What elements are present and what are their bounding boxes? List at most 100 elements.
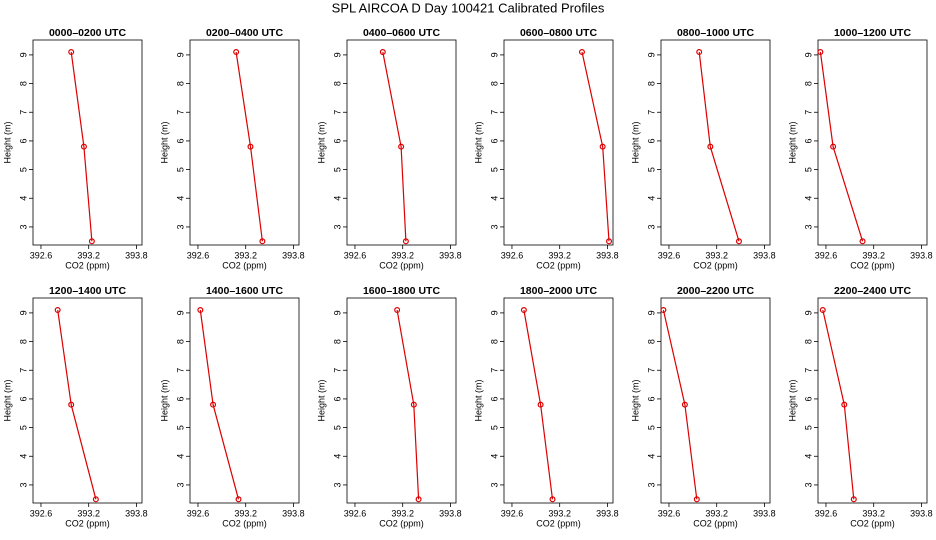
x-tick-label: 393.2 [391,250,414,260]
y-tick-label: 5 [803,425,813,430]
panel-title: 2200–2400 UTC [834,285,911,297]
panel-title: 0600–0800 UTC [520,27,597,39]
y-tick-label: 7 [646,110,656,115]
x-axis-label: CO2 (ppm) [222,260,267,270]
y-tick-label: 4 [803,196,813,201]
y-tick-label: 4 [18,196,28,201]
panel-title: 2000–2200 UTC [677,285,754,297]
x-tick-label: 393.2 [705,508,728,518]
y-tick-label: 3 [803,224,813,229]
y-tick-label: 3 [18,224,28,229]
y-axis-label: Height (m) [473,121,483,163]
profile-line [70,51,93,242]
data-point [660,307,667,314]
x-tick-label: 393.8 [125,250,148,260]
x-tick-label: 393.2 [705,250,728,260]
y-axis-label: Height (m) [316,121,326,163]
y-tick-label: 4 [489,454,499,459]
data-point [859,238,866,245]
data-point [394,307,401,314]
x-axis-label: CO2 (ppm) [693,260,738,270]
y-tick-label: 4 [18,454,28,459]
y-tick-label: 4 [332,454,342,459]
y-tick-label: 3 [332,482,342,487]
panel-title: 0200–0400 UTC [206,27,283,39]
data-point [606,238,613,245]
x-axis-label: CO2 (ppm) [850,260,895,270]
x-tick-label: 392.6 [815,250,838,260]
y-tick-label: 3 [489,224,499,229]
x-tick-label: 393.2 [77,250,100,260]
y-tick-label: 4 [175,454,185,459]
x-axis-label: CO2 (ppm) [379,260,424,270]
x-tick-label: 392.6 [30,250,53,260]
x-axis-label: CO2 (ppm) [222,518,267,528]
x-tick-label: 393.8 [596,250,619,260]
y-tick-label: 6 [175,396,185,401]
data-point [819,307,826,314]
y-axis-label: Height (m) [787,379,797,421]
x-tick-label: 392.6 [658,250,681,260]
data-point [841,401,848,408]
y-axis-label: Height (m) [2,121,12,163]
y-tick-label: 7 [489,368,499,373]
x-tick-label: 393.2 [391,508,414,518]
x-tick-label: 392.6 [344,508,367,518]
y-tick-label: 5 [489,425,499,430]
y-tick-label: 9 [646,52,656,57]
data-point [402,238,409,245]
x-axis-label: CO2 (ppm) [379,518,424,528]
profile-line [819,51,864,242]
panel-title: 1000–1200 UTC [834,27,911,39]
y-tick-label: 3 [646,224,656,229]
profile-line [662,309,698,500]
data-point [235,496,242,503]
data-point [549,496,556,503]
panel-title: 1400–1600 UTC [206,285,283,297]
data-point [693,496,700,503]
y-tick-label: 5 [332,425,342,430]
data-point [68,49,75,56]
y-tick-label: 3 [175,482,185,487]
data-point [398,143,405,150]
panel-title: 1200–1400 UTC [49,285,126,297]
plot-frame [189,39,300,246]
panel-title: 1800–2000 UTC [520,285,597,297]
y-tick-label: 3 [489,482,499,487]
y-tick-label: 8 [18,81,28,86]
profile-line [822,309,855,500]
data-point [696,49,703,56]
y-tick-label: 4 [646,454,656,459]
data-point [681,401,688,408]
data-point [850,496,857,503]
data-point [233,49,240,56]
x-tick-label: 392.6 [187,508,210,518]
x-axis-label: CO2 (ppm) [850,518,895,528]
plot-frame [346,39,457,246]
y-tick-label: 8 [646,81,656,86]
data-point [410,401,417,408]
x-tick-label: 392.6 [30,508,53,518]
data-point [379,49,386,56]
data-point [92,496,99,503]
y-axis-label: Height (m) [630,121,640,163]
data-point [537,401,544,408]
y-tick-label: 4 [646,196,656,201]
y-tick-label: 8 [803,81,813,86]
x-tick-label: 393.2 [77,508,100,518]
data-point [54,307,61,314]
y-tick-label: 8 [803,339,813,344]
y-axis-label: Height (m) [630,379,640,421]
y-tick-label: 6 [332,396,342,401]
y-tick-label: 9 [18,52,28,57]
y-tick-label: 8 [489,339,499,344]
data-point [68,401,75,408]
plot-frame [503,39,614,246]
y-tick-label: 5 [489,167,499,172]
x-axis-label: CO2 (ppm) [65,260,110,270]
x-tick-label: 393.2 [548,508,571,518]
x-tick-label: 393.2 [862,250,885,260]
y-axis-label: Height (m) [159,379,169,421]
x-tick-label: 393.8 [125,508,148,518]
